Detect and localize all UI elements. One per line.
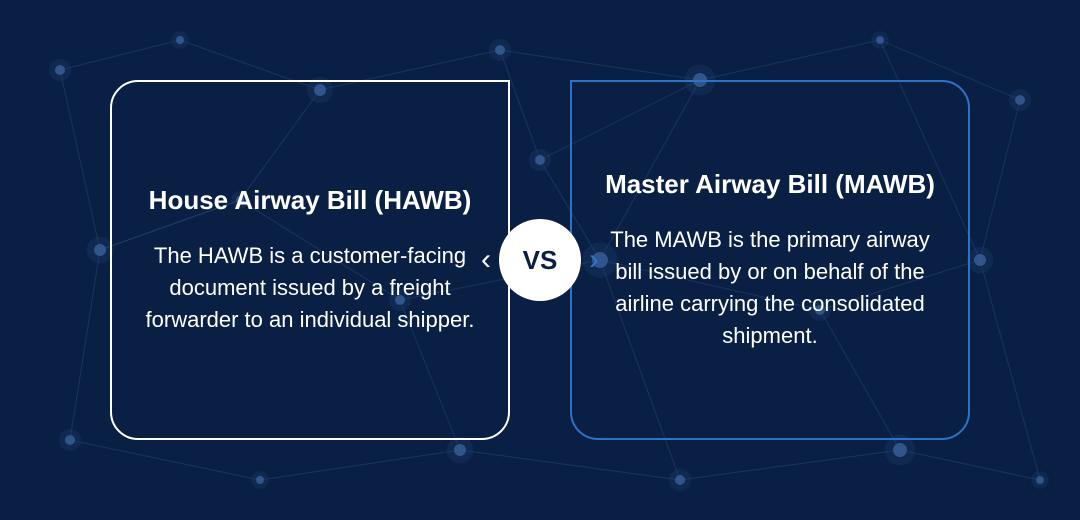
vs-circle: VS xyxy=(499,219,581,301)
vs-divider: ‹ VS › xyxy=(481,219,599,301)
card-mawb: Master Airway Bill (MAWB) The MAWB is th… xyxy=(570,80,970,440)
card-mawb-body: The MAWB is the primary airway bill issu… xyxy=(600,224,940,352)
card-hawb-title: House Airway Bill (HAWB) xyxy=(149,184,472,218)
chevron-left-icon: ‹ xyxy=(481,245,491,275)
card-mawb-title: Master Airway Bill (MAWB) xyxy=(605,168,935,202)
card-hawb-body: The HAWB is a customer-facing document i… xyxy=(140,240,480,336)
chevron-right-icon: › xyxy=(589,245,599,275)
card-hawb: House Airway Bill (HAWB) The HAWB is a c… xyxy=(110,80,510,440)
vs-label: VS xyxy=(523,245,558,276)
